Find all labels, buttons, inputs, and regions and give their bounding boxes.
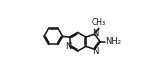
Text: N: N (92, 29, 98, 38)
Text: CH₃: CH₃ (92, 18, 106, 27)
Text: NH₂: NH₂ (105, 37, 121, 46)
Text: N: N (92, 47, 99, 56)
Text: N: N (65, 42, 72, 51)
